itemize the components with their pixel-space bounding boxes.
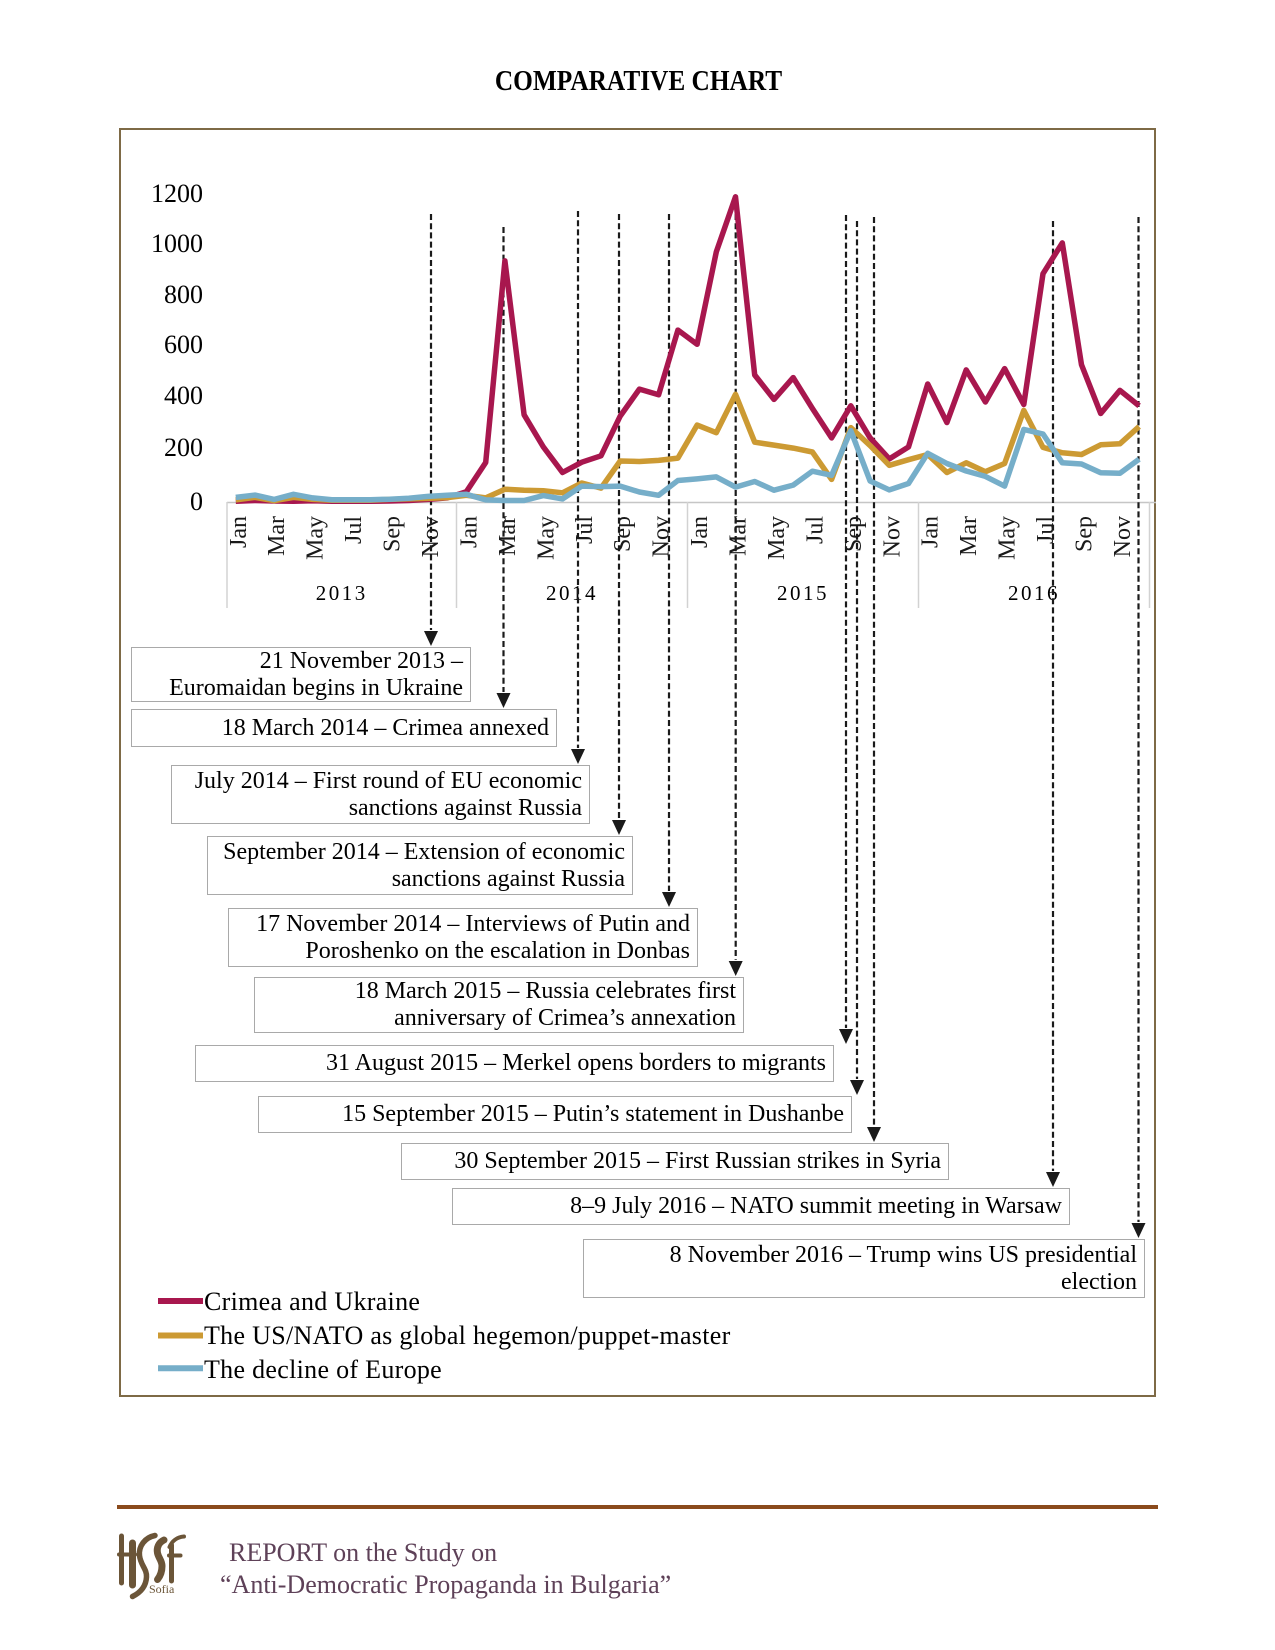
- svg-text:Jan: Jan: [918, 516, 944, 548]
- svg-text:200: 200: [164, 433, 203, 462]
- svg-text:May: May: [764, 516, 790, 560]
- svg-text:Nov: Nov: [649, 516, 675, 557]
- svg-text:400: 400: [164, 381, 203, 410]
- svg-text:Sep: Sep: [1072, 516, 1098, 552]
- svg-text:Sep: Sep: [610, 516, 636, 552]
- svg-text:May: May: [533, 516, 559, 560]
- svg-text:Jan: Jan: [687, 516, 713, 548]
- svg-text:Mar: Mar: [956, 516, 982, 556]
- svg-text:Nov: Nov: [1110, 516, 1136, 557]
- svg-text:Jan: Jan: [456, 516, 482, 548]
- svg-text:2016: 2016: [1008, 581, 1060, 605]
- svg-text:800: 800: [164, 280, 203, 309]
- svg-text:Sep: Sep: [380, 516, 406, 552]
- svg-text:Mar: Mar: [495, 516, 521, 556]
- svg-text:Jan: Jan: [226, 516, 252, 548]
- svg-text:Nov: Nov: [879, 516, 905, 557]
- svg-text:Jul: Jul: [572, 516, 598, 544]
- svg-text:Mar: Mar: [264, 516, 290, 556]
- svg-text:Sofia: Sofia: [149, 1582, 175, 1596]
- svg-text:1000: 1000: [151, 229, 203, 258]
- svg-text:0: 0: [190, 487, 203, 516]
- svg-text:Jul: Jul: [1033, 516, 1059, 544]
- svg-text:2015: 2015: [777, 581, 829, 605]
- svg-text:600: 600: [164, 330, 203, 359]
- svg-text:2013: 2013: [316, 581, 368, 605]
- svg-text:Mar: Mar: [726, 516, 752, 556]
- svg-text:2014: 2014: [546, 581, 598, 605]
- svg-text:1200: 1200: [151, 179, 203, 208]
- svg-text:May: May: [995, 516, 1021, 560]
- svg-text:May: May: [303, 516, 329, 560]
- svg-text:Jul: Jul: [341, 516, 367, 544]
- svg-text:Jul: Jul: [802, 516, 828, 544]
